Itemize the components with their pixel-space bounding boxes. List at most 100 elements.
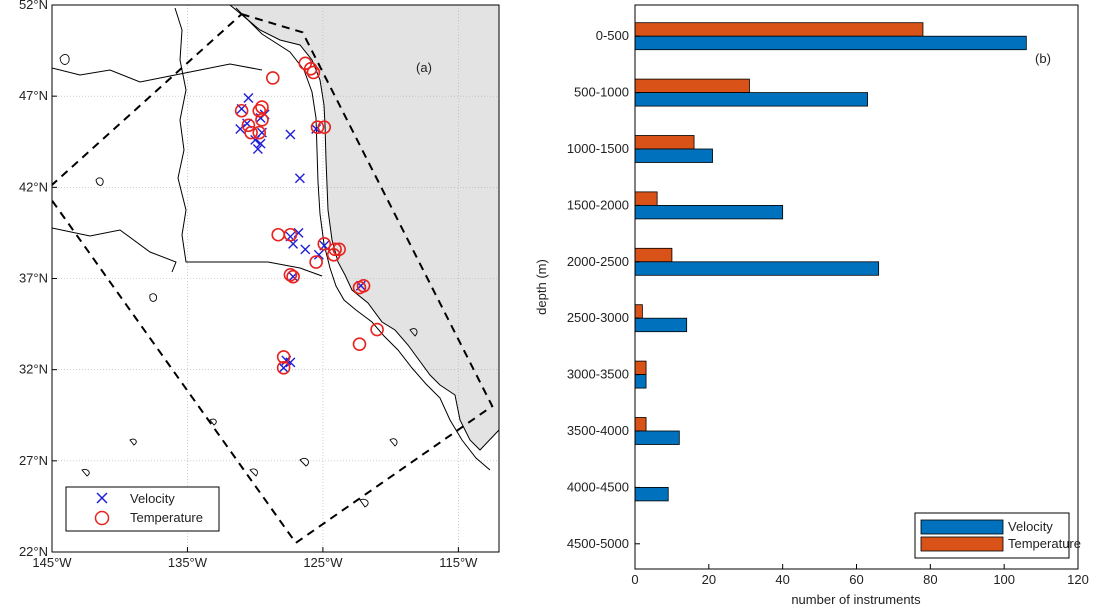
temperature-point <box>317 237 332 251</box>
temperature-point <box>265 71 280 85</box>
bar-y-tick-label: 2500-3000 <box>567 310 629 325</box>
map-x-axis: 145°W 135°W 125°W 115°W <box>32 547 478 570</box>
temperature-point <box>286 269 300 284</box>
bar-y-tick-label: 1500-2000 <box>567 197 629 212</box>
map-x-tick-label: 115°W <box>439 555 478 570</box>
temperature-point <box>326 247 341 262</box>
temperature-point <box>328 242 342 257</box>
temperature-point <box>276 350 291 364</box>
bar-velocity <box>634 204 784 220</box>
map-y-tick-label: 52°N <box>19 0 48 12</box>
velocity-point <box>285 129 296 140</box>
legend-temperature-label: Temperature <box>130 510 203 525</box>
panel-label-b: (b) <box>1035 51 1051 66</box>
velocity-point <box>235 123 246 134</box>
legend-velocity-label: Velocity <box>130 491 175 506</box>
legend-velocity-icon <box>96 492 108 504</box>
temperature-markers <box>234 56 384 375</box>
temperature-point <box>244 125 258 140</box>
panel-label-a: (a) <box>416 60 432 75</box>
map-x-tick-label: 145°W <box>32 555 72 570</box>
bar-y-axis-label: depth (m) <box>534 259 549 315</box>
isobath-contour <box>235 7 491 471</box>
bar-velocity <box>634 261 880 276</box>
map-x-tick-label: 125°W <box>303 555 343 570</box>
temperature-point <box>317 120 332 134</box>
bar-x-tick-label: 100 <box>993 572 1015 587</box>
velocity-point <box>313 249 324 260</box>
legend-velocity-swatch <box>920 519 1004 535</box>
map-y-tick-label: 27°N <box>19 453 48 468</box>
velocity-point <box>278 362 289 373</box>
map-legend: Velocity Temperature <box>65 486 220 532</box>
bar-velocity <box>634 148 713 163</box>
land-area <box>230 5 499 450</box>
bar-x-tick-label: 0 <box>631 572 638 587</box>
bar-velocity <box>634 374 647 389</box>
velocity-point <box>252 144 263 155</box>
velocity-point <box>294 173 305 184</box>
bar-temperature <box>634 304 643 319</box>
temperature-point <box>276 361 291 375</box>
temperature-point <box>283 227 298 242</box>
temperature-point <box>234 103 249 118</box>
legend-temperature-icon <box>94 510 110 526</box>
bar-y-tick-label: 2000-2500 <box>567 254 629 269</box>
bar-y-tick-label: 3500-4000 <box>567 423 629 438</box>
map-y-tick-label: 32°N <box>19 362 48 377</box>
bar-x-tick-label: 20 <box>702 572 716 587</box>
legend-bar-velocity-label: Velocity <box>1008 519 1053 534</box>
temperature-point <box>303 62 318 76</box>
temperature-point <box>255 113 269 127</box>
legend-temperature-swatch <box>920 536 1004 552</box>
temperature-point <box>356 278 371 293</box>
bar-y-axis: 0-500 500-1000 1000-1500 1500-2000 2000-2500… <box>567 28 640 551</box>
bar-y-tick-label: 4500-5000 <box>567 536 629 551</box>
bar-y-tick-label: 4000-4500 <box>567 479 629 494</box>
bar-velocity <box>634 317 688 333</box>
bar-velocity <box>634 430 680 445</box>
temperature-point <box>310 120 325 134</box>
bar-temperature <box>634 78 750 93</box>
bar-x-tick-label: 60 <box>849 572 863 587</box>
bar-velocity <box>634 92 868 107</box>
temperature-point <box>309 255 323 269</box>
bar-x-tick-label: 80 <box>923 572 937 587</box>
isobath-contour-north <box>52 63 263 83</box>
map-y-tick-label: 47°N <box>19 88 48 103</box>
bar-legend: Velocity Temperature <box>914 512 1081 559</box>
bar-temperature <box>634 22 924 37</box>
map-grid <box>52 5 499 552</box>
temperature-point <box>241 118 256 133</box>
temperature-point <box>352 337 367 351</box>
velocity-point <box>243 92 254 103</box>
bar-x-axis-label: number of instruments <box>791 592 921 607</box>
bar-panel: 0 20 40 60 80 100 120 0-500 500-1000 1000-1500 15… <box>534 4 1089 607</box>
temperature-point <box>252 103 267 118</box>
domain-boundary <box>52 13 494 545</box>
bar-x-tick-label: 40 <box>775 572 789 587</box>
map-panel: 145°W 135°W 125°W 115°W 22°N 27°N 32°N 37°N 42°… <box>19 0 500 570</box>
bar-y-tick-label: 3000-3500 <box>567 367 629 382</box>
map-x-tick-label: 135°W <box>168 555 208 570</box>
temperature-point <box>306 65 321 80</box>
bar-x-tick-label: 120 <box>1067 572 1089 587</box>
bar-temperature <box>634 135 695 150</box>
temperature-point <box>370 322 384 337</box>
map-y-tick-label: 42°N <box>19 179 48 194</box>
bar-y-tick-label: 500-1000 <box>574 85 629 100</box>
bar-y-tick-label: 0-500 <box>596 28 629 43</box>
temperature-point <box>283 268 298 282</box>
velocity-point <box>255 138 266 149</box>
isobath-contour-ridge <box>52 227 177 273</box>
bar-velocity <box>634 486 669 502</box>
temperature-point <box>252 125 267 140</box>
map-y-tick-label: 37°N <box>19 271 48 286</box>
velocity-point <box>300 244 311 255</box>
map-y-tick-label: 22°N <box>19 544 48 559</box>
velocity-point <box>285 357 296 368</box>
bar-y-tick-label: 1000-1500 <box>567 141 629 156</box>
bar-temperature <box>634 247 673 263</box>
bar-temperature <box>634 417 647 432</box>
